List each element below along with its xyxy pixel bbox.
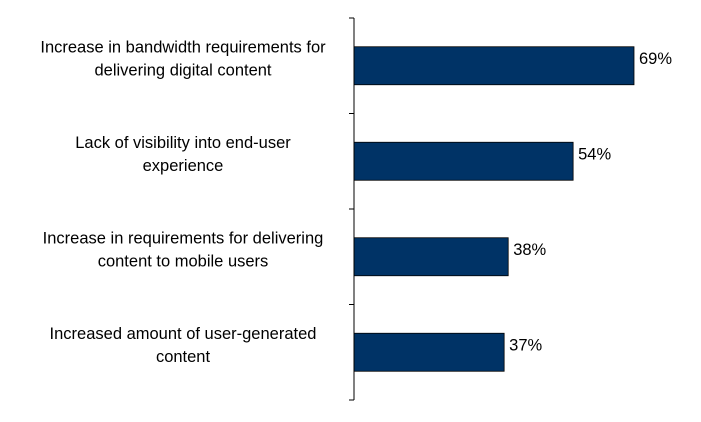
category-labels-group: Increase in bandwidth requirements for de…	[40, 39, 326, 367]
category-label-3-line-2: content to mobile users	[98, 253, 269, 271]
category-label-4-line-1: Increased amount of user-generated	[50, 325, 317, 343]
bar-3	[353, 237, 509, 277]
value-labels-group: 69% 54% 38% 37%	[509, 50, 672, 355]
category-label-3-line-1: Increase in requirements for delivering	[43, 230, 324, 248]
category-label-1-line-2: delivering digital content	[94, 62, 271, 80]
bar-4	[353, 332, 505, 372]
y-axis	[349, 17, 355, 401]
bars-group	[353, 46, 635, 372]
bar-1	[353, 46, 635, 86]
value-label-1: 69%	[639, 50, 672, 68]
value-label-2: 54%	[578, 146, 611, 164]
bar-2	[353, 141, 574, 181]
category-label-4-line-2: content	[156, 348, 211, 366]
category-label-2-line-2: experience	[143, 157, 224, 175]
category-label-1-line-1: Increase in bandwidth requirements for	[40, 39, 326, 57]
category-label-2-line-1: Lack of visibility into end-user	[75, 134, 291, 152]
value-label-4: 37%	[509, 337, 542, 355]
value-label-3: 38%	[513, 241, 546, 259]
